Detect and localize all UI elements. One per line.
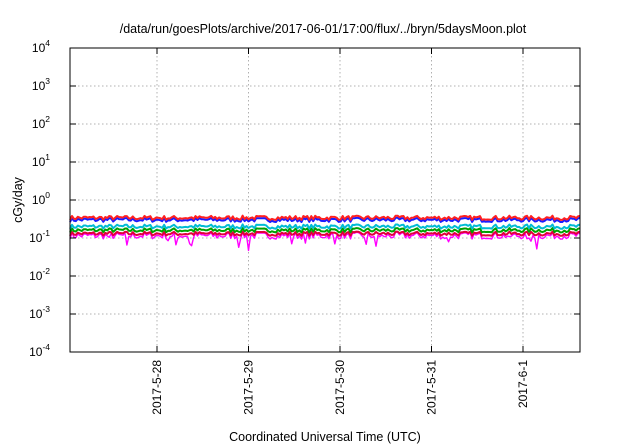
y-tick-label: 100	[32, 190, 50, 207]
x-tick-label: 2017-5-28	[150, 360, 164, 415]
x-tick-labels: 2017-5-28 2017-5-29 2017-5-30 2017-5-31 2017…	[150, 360, 530, 415]
series-line	[69, 227, 581, 234]
y-tick-exponent: 2	[45, 114, 50, 124]
chart-title: /data/run/goesPlots/archive/2017-06-01/1…	[120, 22, 527, 36]
y-tick-label: 10-1	[29, 228, 50, 245]
x-axis-label: Coordinated Universal Time (UTC)	[229, 430, 421, 444]
x-tick-label: 2017-6-1	[516, 360, 530, 408]
x-tick-label: 2017-5-29	[242, 360, 256, 415]
x-tick-label: 2017-5-30	[333, 360, 347, 415]
y-tick-label: 10-2	[29, 266, 50, 283]
y-tick-exponent: 1	[45, 152, 50, 162]
y-tick-exponent: -1	[42, 228, 50, 238]
y-tick-label: 102	[32, 114, 50, 131]
y-tick-exponent: -4	[42, 342, 50, 352]
y-tick-exponent: -2	[42, 266, 50, 276]
y-tick-exponent: 4	[45, 38, 50, 48]
series-group	[69, 214, 581, 252]
y-axis-label: cGy/day	[11, 176, 25, 223]
y-tick-exponent: -3	[42, 304, 50, 314]
series-line	[69, 223, 581, 230]
y-tick-label: 104	[32, 38, 50, 55]
grid-lines	[70, 48, 580, 352]
y-tick-exponent: 3	[45, 76, 50, 86]
x-tick-label: 2017-5-31	[425, 360, 439, 415]
y-tick-label: 101	[32, 152, 50, 169]
series-line	[69, 216, 581, 223]
y-tick-exponent: 0	[45, 190, 50, 200]
y-tick-label: 103	[32, 76, 50, 93]
tick-marks	[70, 47, 580, 353]
series-line	[69, 214, 581, 221]
y-tick-label: 10-4	[29, 342, 50, 359]
series-line	[69, 230, 581, 237]
y-tick-label: 10-3	[29, 304, 50, 321]
